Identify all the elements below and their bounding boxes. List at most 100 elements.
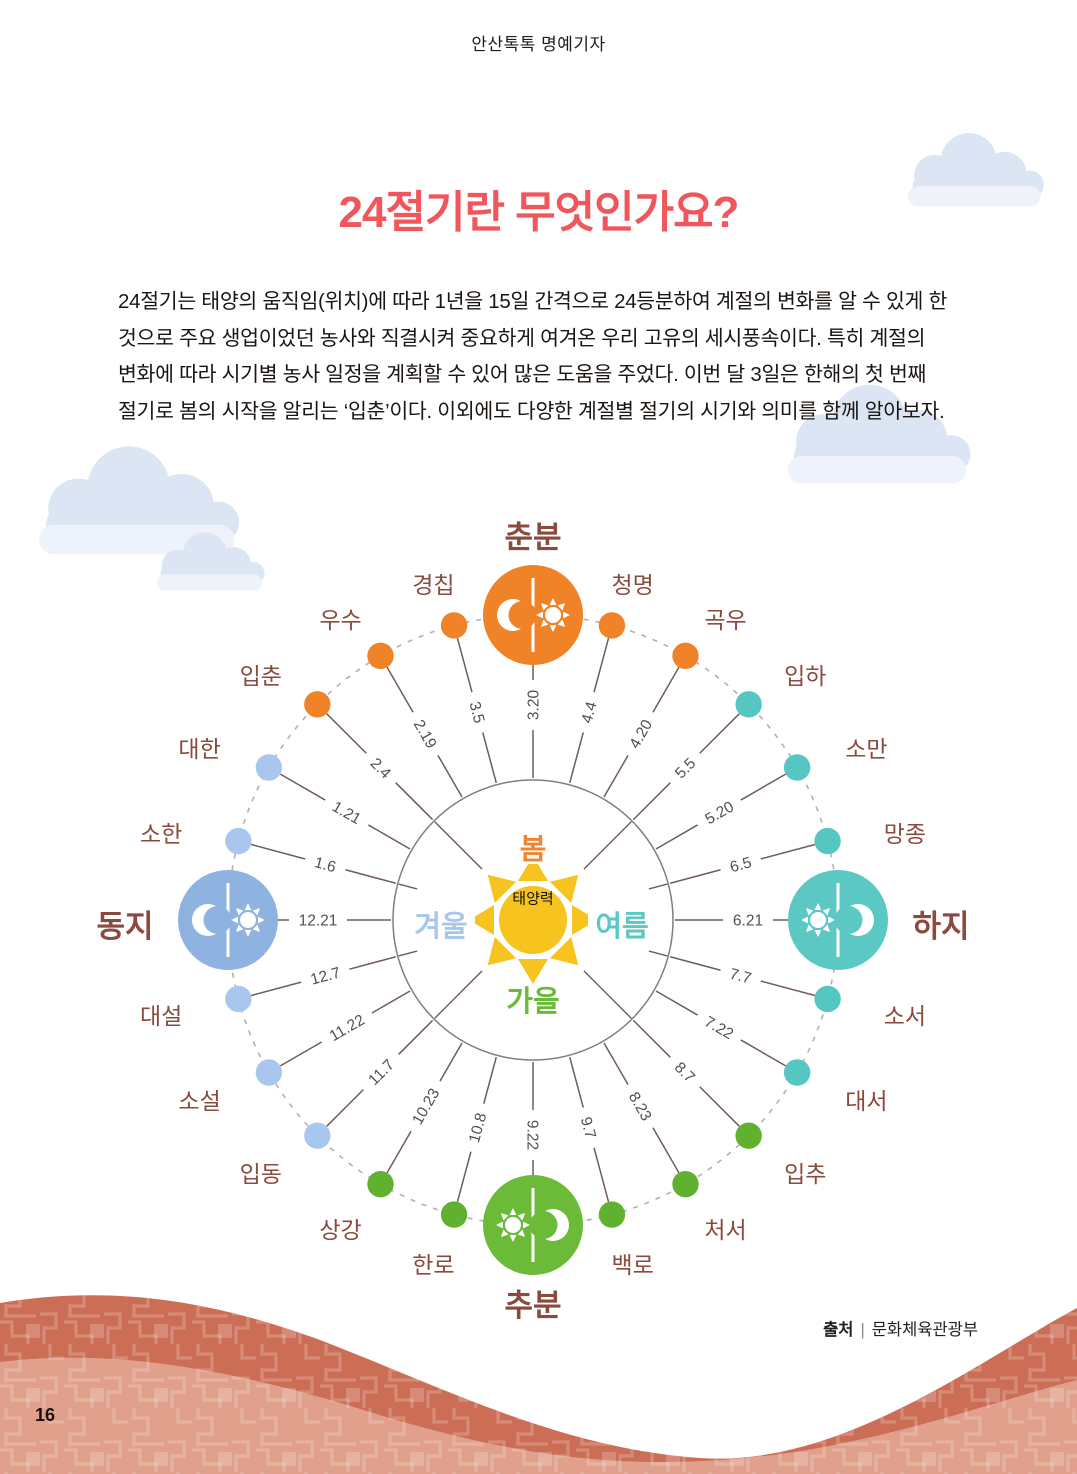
solar-term: 1.21 대한 bbox=[178, 736, 411, 850]
term-label: 경칩 bbox=[412, 572, 454, 598]
term-dot bbox=[672, 642, 699, 670]
season-label: 봄 bbox=[520, 834, 547, 866]
term-date: 10.23 bbox=[409, 1086, 443, 1128]
center-sun-icon bbox=[469, 856, 597, 984]
term-dot bbox=[367, 642, 394, 670]
sun-icon bbox=[496, 1208, 530, 1242]
term-date: 2.19 bbox=[410, 717, 440, 752]
solar-term: 9.22 추분 bbox=[483, 1062, 583, 1323]
term-label: 한로 bbox=[412, 1252, 454, 1278]
header-byline: 안산톡톡 명예기자 bbox=[471, 35, 606, 54]
cloud-icon bbox=[787, 384, 971, 484]
term-date: 4.4 bbox=[579, 700, 601, 726]
term-date: 8.7 bbox=[671, 1059, 698, 1086]
term-dot bbox=[440, 612, 468, 639]
solar-term: 12.7 대설 bbox=[140, 956, 397, 1029]
term-date: 5.5 bbox=[672, 755, 699, 782]
source-divider: | bbox=[860, 1321, 865, 1339]
term-label: 처서 bbox=[704, 1217, 746, 1243]
term-label: 입춘 bbox=[240, 663, 282, 689]
term-dot bbox=[814, 985, 841, 1013]
term-date: 6.21 bbox=[733, 912, 763, 929]
term-dot bbox=[598, 612, 626, 639]
term-date: 12.7 bbox=[309, 964, 343, 988]
solar-term: 10.23 상강 bbox=[319, 1042, 463, 1243]
center-label: 태양력 bbox=[512, 890, 553, 907]
major-term-label: 춘분 bbox=[504, 520, 561, 555]
solar-term: 11.22 소설 bbox=[178, 990, 411, 1114]
sun-icon bbox=[536, 598, 570, 632]
term-dot bbox=[304, 1122, 331, 1149]
major-term-label: 추분 bbox=[504, 1288, 561, 1323]
term-dot bbox=[440, 1201, 468, 1228]
solar-term: 8.7 입추 bbox=[632, 1019, 826, 1187]
term-label: 대서 bbox=[845, 1088, 887, 1114]
term-dot bbox=[225, 827, 252, 855]
term-label: 소한 bbox=[140, 821, 182, 847]
term-label: 대한 bbox=[178, 736, 220, 762]
solar-term: 3.5 경칩 bbox=[412, 572, 497, 784]
season-label: 겨울 bbox=[414, 910, 467, 943]
term-label: 청명 bbox=[611, 572, 653, 598]
solar-term: 11.7 입동 bbox=[240, 1019, 434, 1187]
term-label: 망종 bbox=[884, 821, 926, 847]
major-term-label: 동지 bbox=[96, 909, 153, 944]
page-number: 16 bbox=[35, 1405, 56, 1425]
term-dot bbox=[255, 1059, 283, 1086]
term-dot bbox=[814, 827, 841, 855]
term-label: 대설 bbox=[140, 1003, 182, 1029]
solar-term: 1.6 소한 bbox=[140, 821, 397, 884]
term-date: 9.22 bbox=[524, 1120, 541, 1150]
term-label: 우수 bbox=[319, 607, 361, 633]
term-dot bbox=[783, 754, 811, 781]
solar-term: 5.5 입하 bbox=[632, 663, 826, 821]
term-label: 입추 bbox=[784, 1161, 826, 1187]
term-date: 1.21 bbox=[329, 798, 364, 828]
term-date: 12.21 bbox=[299, 912, 338, 929]
term-date: 6.5 bbox=[728, 854, 753, 876]
solar-term: 7.7 소서 bbox=[669, 956, 926, 1029]
solar-term: 5.20 소만 bbox=[655, 736, 888, 850]
term-date: 3.5 bbox=[465, 700, 487, 725]
term-date: 3.20 bbox=[525, 690, 542, 721]
term-label: 소만 bbox=[845, 736, 887, 762]
cloud-icon bbox=[907, 133, 1044, 207]
major-term-label: 하지 bbox=[912, 909, 969, 944]
solar-term: 2.4 입춘 bbox=[240, 663, 434, 821]
solar-term: 4.4 청명 bbox=[569, 572, 654, 784]
term-date: 9.7 bbox=[577, 1115, 599, 1140]
page-title: 24절기란 무엇인가요? bbox=[338, 188, 740, 237]
term-dot bbox=[735, 1122, 762, 1149]
term-date: 5.20 bbox=[702, 798, 737, 828]
term-date: 10.8 bbox=[466, 1111, 490, 1145]
term-date: 2.4 bbox=[367, 755, 395, 783]
term-dot bbox=[735, 691, 762, 718]
solar-term: 6.5 망종 bbox=[669, 821, 926, 884]
cloud-icon bbox=[156, 532, 265, 591]
source-label: 출처 bbox=[823, 1321, 854, 1339]
term-label: 소서 bbox=[884, 1003, 926, 1029]
solar-term: 6.21 하지 bbox=[675, 870, 970, 970]
term-date: 4.20 bbox=[626, 717, 656, 752]
solar-term: 12.21 동지 bbox=[96, 870, 391, 970]
term-dot bbox=[783, 1059, 811, 1086]
solar-term: 3.20 춘분 bbox=[483, 520, 583, 778]
season-label: 가을 bbox=[506, 985, 559, 1018]
term-dot bbox=[598, 1201, 626, 1228]
term-date: 7.7 bbox=[728, 966, 753, 988]
term-label: 입하 bbox=[784, 663, 826, 689]
sun-icon bbox=[801, 903, 835, 937]
term-label: 입동 bbox=[240, 1161, 282, 1187]
term-label: 상강 bbox=[319, 1217, 361, 1243]
term-dot bbox=[255, 754, 283, 781]
term-date: 8.23 bbox=[625, 1089, 655, 1124]
term-dot bbox=[367, 1170, 394, 1198]
term-label: 백로 bbox=[611, 1252, 653, 1278]
term-label: 곡우 bbox=[704, 607, 746, 633]
term-date: 11.22 bbox=[327, 1012, 368, 1046]
solar-term: 7.22 대서 bbox=[655, 990, 888, 1114]
term-dot bbox=[672, 1170, 699, 1198]
term-date: 11.7 bbox=[365, 1056, 398, 1089]
